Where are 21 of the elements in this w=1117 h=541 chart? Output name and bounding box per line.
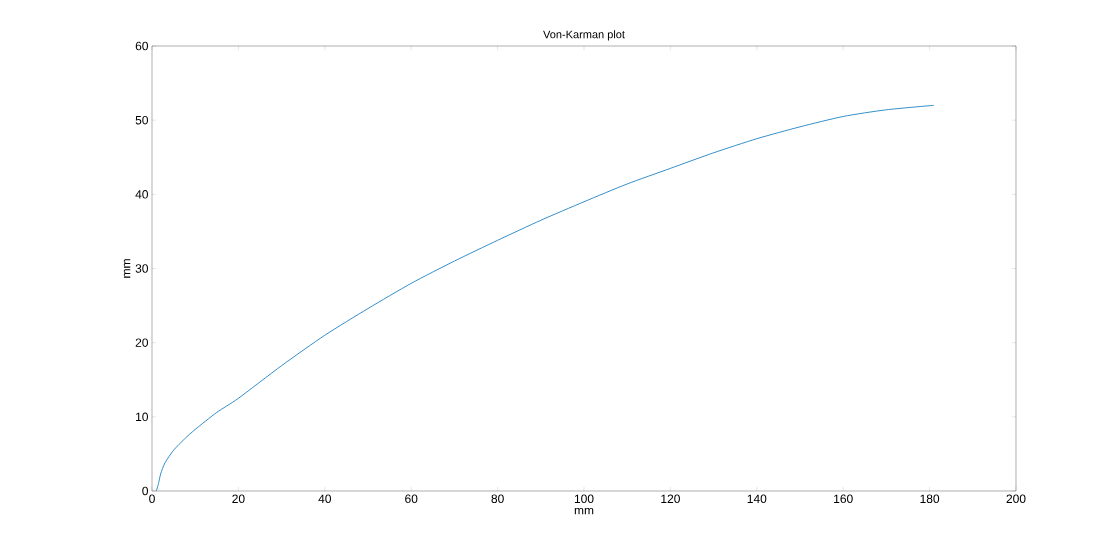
x-tick-label: 180 bbox=[920, 494, 940, 504]
y-tick-label: 20 bbox=[135, 338, 149, 347]
x-tick-label: 80 bbox=[491, 494, 504, 504]
x-tick-label: 60 bbox=[405, 494, 418, 504]
y-tick-label: 10 bbox=[136, 412, 149, 422]
x-tick-label: 40 bbox=[318, 494, 332, 504]
x-tick-label: 200 bbox=[1006, 494, 1026, 504]
x-tick-label: 160 bbox=[834, 494, 853, 504]
y-tick-label: 40 bbox=[135, 190, 149, 199]
chart-title: Von-Karman plot bbox=[543, 30, 625, 41]
x-tick-label: 140 bbox=[747, 494, 767, 504]
y-tick-label: 50 bbox=[135, 115, 149, 125]
y-tick-label: 0 bbox=[142, 486, 149, 496]
x-tick-label: 20 bbox=[232, 494, 245, 504]
x-tick-label: 120 bbox=[661, 494, 680, 504]
y-axis-title: mm bbox=[123, 259, 131, 278]
y-tick-label: 60 bbox=[135, 41, 149, 51]
x-axis-title: mm bbox=[574, 507, 594, 515]
line-series bbox=[155, 104, 935, 491]
x-tick-label: 100 bbox=[574, 494, 594, 504]
y-tick-label: 30 bbox=[135, 264, 149, 273]
